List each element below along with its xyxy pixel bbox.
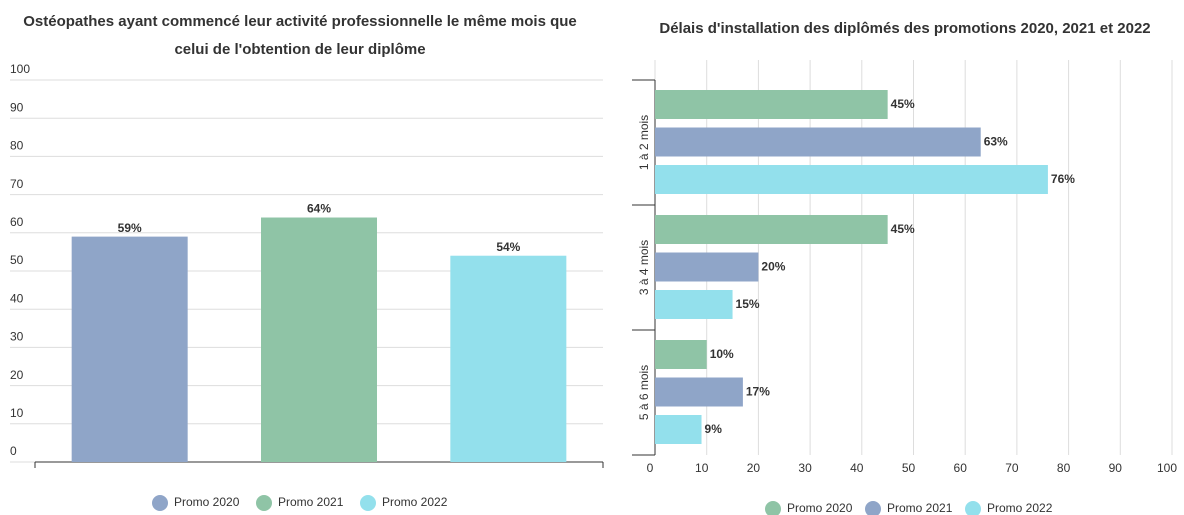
bar bbox=[655, 415, 702, 444]
x-tick-label: 10 bbox=[695, 461, 709, 475]
bar bbox=[71, 236, 188, 462]
data-label: 63% bbox=[984, 135, 1008, 149]
legend-label: Promo 2022 bbox=[987, 501, 1053, 515]
legend-label: Promo 2020 bbox=[174, 495, 240, 509]
bar bbox=[655, 165, 1048, 194]
legend-swatch bbox=[765, 501, 781, 515]
data-label: 45% bbox=[891, 97, 915, 111]
bar bbox=[655, 215, 888, 244]
legend-swatch bbox=[256, 495, 272, 511]
y-tick-label: 1 à 2 mois bbox=[637, 115, 651, 170]
bar bbox=[655, 377, 743, 407]
bar bbox=[655, 290, 733, 319]
chart-title: Ostéopathes ayant commencé leur activité… bbox=[23, 13, 577, 58]
legend-swatch bbox=[360, 495, 376, 511]
data-label: 54% bbox=[496, 240, 520, 254]
y-tick-label: 80 bbox=[10, 139, 24, 153]
data-label: 17% bbox=[746, 385, 770, 399]
legend-label: Promo 2021 bbox=[887, 501, 953, 515]
y-tick-label: 50 bbox=[10, 253, 24, 267]
y-tick-label: 20 bbox=[10, 368, 24, 382]
data-label: 59% bbox=[118, 221, 142, 235]
y-tick-label: 60 bbox=[10, 215, 24, 229]
y-tick-label: 70 bbox=[10, 177, 24, 191]
x-tick-label: 60 bbox=[954, 461, 968, 475]
x-tick-label: 50 bbox=[902, 461, 916, 475]
x-tick-label: 0 bbox=[647, 461, 654, 475]
x-tick-label: 30 bbox=[798, 461, 812, 475]
bar bbox=[655, 340, 707, 369]
y-tick-label: 5 à 6 mois bbox=[637, 365, 651, 420]
legend-swatch bbox=[152, 495, 168, 511]
y-tick-label: 100 bbox=[10, 62, 30, 76]
data-label: 20% bbox=[761, 260, 785, 274]
bar bbox=[450, 255, 567, 462]
legend-label: Promo 2022 bbox=[382, 495, 448, 509]
bar bbox=[655, 252, 759, 282]
y-tick-label: 40 bbox=[10, 291, 24, 305]
x-tick-label: 40 bbox=[850, 461, 864, 475]
legend-swatch bbox=[965, 501, 981, 515]
y-tick-label: 30 bbox=[10, 330, 24, 344]
x-tick-label: 70 bbox=[1005, 461, 1019, 475]
data-label: 45% bbox=[891, 222, 915, 236]
legend-label: Promo 2020 bbox=[787, 501, 853, 515]
x-tick-label: 20 bbox=[747, 461, 761, 475]
legend-swatch bbox=[865, 501, 881, 515]
x-tick-label: 90 bbox=[1109, 461, 1123, 475]
data-label: 76% bbox=[1051, 172, 1075, 186]
y-tick-label: 90 bbox=[10, 100, 24, 114]
bar bbox=[655, 90, 888, 119]
data-label: 10% bbox=[710, 347, 734, 361]
y-tick-label: 0 bbox=[10, 444, 17, 458]
y-tick-label: 10 bbox=[10, 406, 24, 420]
legend-label: Promo 2021 bbox=[278, 495, 344, 509]
y-tick-label: 3 à 4 mois bbox=[637, 240, 651, 295]
data-label: 64% bbox=[307, 202, 331, 216]
x-tick-label: 80 bbox=[1057, 461, 1071, 475]
data-label: 15% bbox=[736, 297, 760, 311]
bar bbox=[261, 217, 377, 462]
data-label: 9% bbox=[705, 422, 723, 436]
chart-title: Délais d'installation des diplômés des p… bbox=[659, 20, 1151, 37]
x-tick-label: 100 bbox=[1157, 461, 1177, 475]
bar bbox=[655, 127, 981, 157]
